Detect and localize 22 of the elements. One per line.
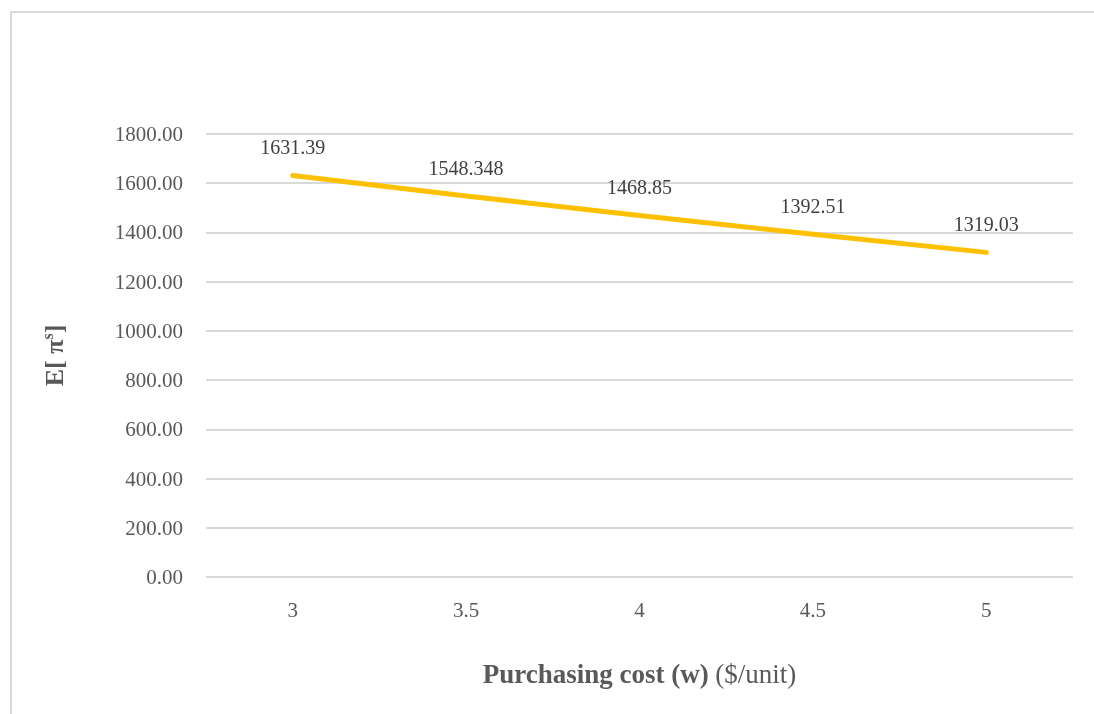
data-label: 1548.348 [428, 156, 504, 179]
y-tick-label: 400.00 [125, 466, 183, 491]
data-label: 1392.51 [780, 195, 846, 218]
y-tick-label: 1400.00 [114, 220, 183, 245]
data-label: 1631.39 [260, 136, 326, 159]
y-tick-label: 0.00 [146, 565, 183, 589]
y-tick-label: 1200.00 [114, 269, 183, 294]
y-tick-label: 200.00 [125, 515, 183, 540]
y-axis-title: E[ πs] [38, 324, 69, 387]
y-tick-label: 1600.00 [114, 171, 183, 196]
data-label: 1468.85 [607, 176, 672, 199]
y-tick-label: 1800.00 [114, 122, 183, 146]
x-tick-label: 5 [981, 597, 992, 622]
x-tick-label: 3.5 [452, 597, 480, 622]
y-tick-label: 1000.00 [114, 318, 183, 343]
x-tick-label: 4 [634, 597, 646, 622]
x-tick-label: 3 [287, 597, 298, 622]
y-tick-label: 800.00 [125, 368, 183, 393]
x-tick-label: 4.5 [799, 597, 827, 622]
y-tick-label: 600.00 [125, 417, 183, 442]
data-label: 1319.03 [953, 213, 1019, 236]
x-axis-title: Purchasing cost (w) ($/unit) [482, 658, 797, 689]
